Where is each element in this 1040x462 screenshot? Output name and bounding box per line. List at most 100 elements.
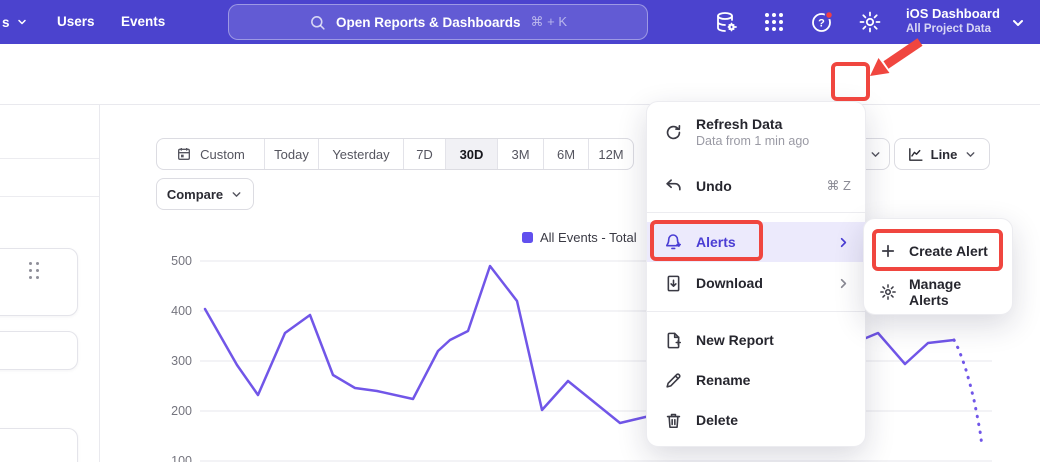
range-label: 12M [598, 147, 623, 162]
notification-dot [826, 12, 833, 19]
menu-item-delete[interactable]: Delete [647, 400, 867, 440]
top-navbar: s Users Events Open Reports & Dashboards… [0, 0, 1040, 44]
manage-gear-icon [878, 282, 898, 302]
range-12m[interactable]: 12M [588, 139, 633, 169]
svg-text:?: ? [818, 18, 825, 30]
chevron-down-icon [869, 148, 882, 161]
search-icon [309, 14, 326, 31]
app-window: 500 400 300 200 100 All Events - Total Custo… [0, 0, 1040, 462]
search-shortcut: ⌘ + K [531, 14, 568, 30]
sidebar-card[interactable] [0, 248, 78, 316]
sidebar-row-divider [0, 158, 99, 159]
y-axis-tick-label: 400 [171, 304, 192, 318]
project-title: iOS Dashboard [906, 5, 1000, 22]
range-today[interactable]: Today [264, 139, 318, 169]
line-series-projected [954, 340, 982, 446]
chart-type-button[interactable]: Line [894, 138, 990, 170]
new-report-icon [663, 330, 683, 350]
nav-item-truncated[interactable]: s [0, 15, 28, 30]
menu-item-undo[interactable]: Undo ⌘ Z [647, 166, 867, 206]
drag-handle-icon[interactable] [29, 262, 39, 279]
menu-item-rename[interactable]: Rename [647, 360, 867, 400]
more-options-menu: Refresh Data Data from 1 min ago Undo ⌘ … [646, 101, 866, 447]
submenu-item-label: Create Alert [909, 243, 1000, 259]
range-label: 7D [416, 147, 433, 162]
chart-type-label: Line [931, 147, 958, 162]
delete-trash-icon [663, 410, 683, 430]
range-3m[interactable]: 3M [497, 139, 543, 169]
range-6m[interactable]: 6M [543, 139, 588, 169]
range-label: 3M [511, 147, 529, 162]
legend-label: All Events - Total [540, 230, 637, 245]
chevron-right-icon [836, 276, 851, 291]
undo-shortcut: ⌘ Z [826, 178, 851, 194]
alerts-bell-plus-icon [663, 232, 683, 252]
undo-icon [663, 176, 683, 196]
submenu-item-label: Manage Alerts [909, 276, 1000, 308]
menu-divider [647, 212, 867, 213]
menu-item-label: Download [696, 275, 836, 291]
menu-item-sublabel: Data from 1 min ago [696, 134, 809, 148]
chevron-down-icon [16, 16, 28, 28]
nav-item-users[interactable]: Users [57, 14, 95, 29]
menu-item-alerts[interactable]: Alerts [647, 222, 867, 262]
submenu-item-manage-alerts[interactable]: Manage Alerts [864, 272, 1014, 312]
report-header [0, 44, 1040, 105]
menu-item-label: Undo [696, 178, 826, 194]
project-switcher[interactable]: iOS Dashboard All Project Data [906, 5, 1000, 37]
menu-item-label: New Report [696, 332, 851, 348]
apps-grid-icon[interactable] [762, 10, 786, 34]
menu-item-label: Rename [696, 372, 851, 388]
compare-button[interactable]: Compare [156, 178, 254, 210]
nav-item-label: s [2, 15, 10, 30]
range-label: 6M [557, 147, 575, 162]
chevron-down-icon [230, 188, 243, 201]
alerts-submenu: Create Alert Manage Alerts [863, 218, 1013, 315]
project-subtitle: All Project Data [906, 22, 1000, 37]
line-chart-icon [907, 146, 924, 163]
sidebar-divider [99, 105, 100, 462]
legend-swatch [522, 232, 533, 243]
menu-item-label: Refresh Data [696, 116, 809, 132]
data-management-icon[interactable] [714, 10, 738, 34]
submenu-item-create-alert[interactable]: Create Alert [864, 231, 1014, 271]
menu-item-new-report[interactable]: New Report [647, 320, 867, 360]
sidebar-row-divider [0, 196, 99, 197]
range-30d[interactable]: 30D [445, 139, 497, 169]
range-label: Yesterday [332, 147, 389, 162]
compare-label: Compare [167, 187, 223, 202]
y-axis-tick-label: 200 [171, 404, 192, 418]
y-axis-tick-label: 100 [171, 454, 192, 462]
nav-item-events[interactable]: Events [121, 14, 165, 29]
sidebar-card[interactable] [0, 428, 78, 462]
y-axis-labels: 500 400 300 200 100 [171, 254, 192, 462]
range-label: Custom [200, 147, 245, 162]
range-label: 30D [460, 147, 484, 162]
sidebar-card[interactable] [0, 331, 78, 370]
chart-legend: All Events - Total [522, 230, 637, 245]
menu-item-label: Alerts [696, 234, 836, 250]
settings-gear-icon[interactable] [858, 10, 882, 34]
y-axis-tick-label: 300 [171, 354, 192, 368]
range-label: Today [274, 147, 309, 162]
menu-divider [647, 311, 867, 312]
rename-pencil-icon [663, 370, 683, 390]
plus-icon [878, 241, 898, 261]
menu-item-refresh-data[interactable]: Refresh Data Data from 1 min ago [647, 109, 867, 155]
global-search-input[interactable]: Open Reports & Dashboards ⌘ + K [228, 4, 648, 40]
date-range-picker: Custom Today Yesterday 7D 30D 3M 6M 12M [156, 138, 634, 170]
range-7d[interactable]: 7D [403, 139, 445, 169]
range-yesterday[interactable]: Yesterday [318, 139, 403, 169]
chevron-down-icon[interactable] [1010, 15, 1026, 31]
refresh-icon [663, 122, 683, 142]
help-icon[interactable]: ? [810, 10, 834, 34]
search-placeholder: Open Reports & Dashboards [336, 15, 521, 30]
menu-item-label: Delete [696, 412, 851, 428]
download-icon [663, 273, 683, 293]
calendar-icon [176, 146, 192, 162]
range-custom[interactable]: Custom [157, 139, 264, 169]
chevron-right-icon [836, 235, 851, 250]
menu-item-download[interactable]: Download [647, 263, 867, 303]
chevron-down-icon [964, 148, 977, 161]
y-axis-tick-label: 500 [171, 254, 192, 268]
